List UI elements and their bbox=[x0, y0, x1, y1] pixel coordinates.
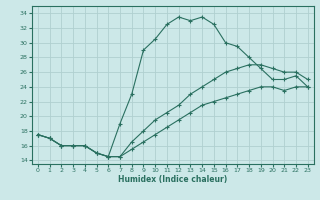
X-axis label: Humidex (Indice chaleur): Humidex (Indice chaleur) bbox=[118, 175, 228, 184]
